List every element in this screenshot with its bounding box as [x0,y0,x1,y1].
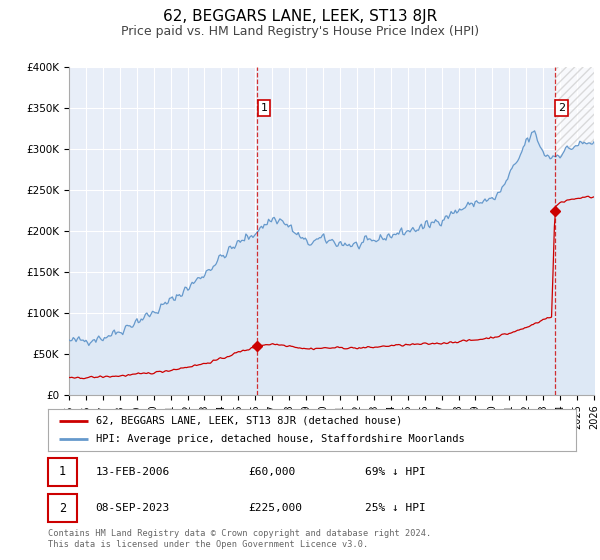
FancyBboxPatch shape [48,494,77,522]
Bar [555,67,594,395]
Text: 69% ↓ HPI: 69% ↓ HPI [365,467,425,477]
Text: 13-FEB-2006: 13-FEB-2006 [95,467,170,477]
Text: £225,000: £225,000 [248,503,302,513]
Text: 2: 2 [558,103,565,113]
Text: 08-SEP-2023: 08-SEP-2023 [95,503,170,513]
Text: 25% ↓ HPI: 25% ↓ HPI [365,503,425,513]
Text: Contains HM Land Registry data © Crown copyright and database right 2024.
This d: Contains HM Land Registry data © Crown c… [48,529,431,549]
Text: 62, BEGGARS LANE, LEEK, ST13 8JR: 62, BEGGARS LANE, LEEK, ST13 8JR [163,9,437,24]
FancyBboxPatch shape [48,458,77,486]
Text: 1: 1 [59,465,66,478]
Text: 62, BEGGARS LANE, LEEK, ST13 8JR (detached house): 62, BEGGARS LANE, LEEK, ST13 8JR (detach… [95,416,402,426]
Text: £60,000: £60,000 [248,467,296,477]
Text: 1: 1 [261,103,268,113]
Text: Price paid vs. HM Land Registry's House Price Index (HPI): Price paid vs. HM Land Registry's House … [121,25,479,38]
Text: 2: 2 [59,502,66,515]
Text: HPI: Average price, detached house, Staffordshire Moorlands: HPI: Average price, detached house, Staf… [95,434,464,444]
